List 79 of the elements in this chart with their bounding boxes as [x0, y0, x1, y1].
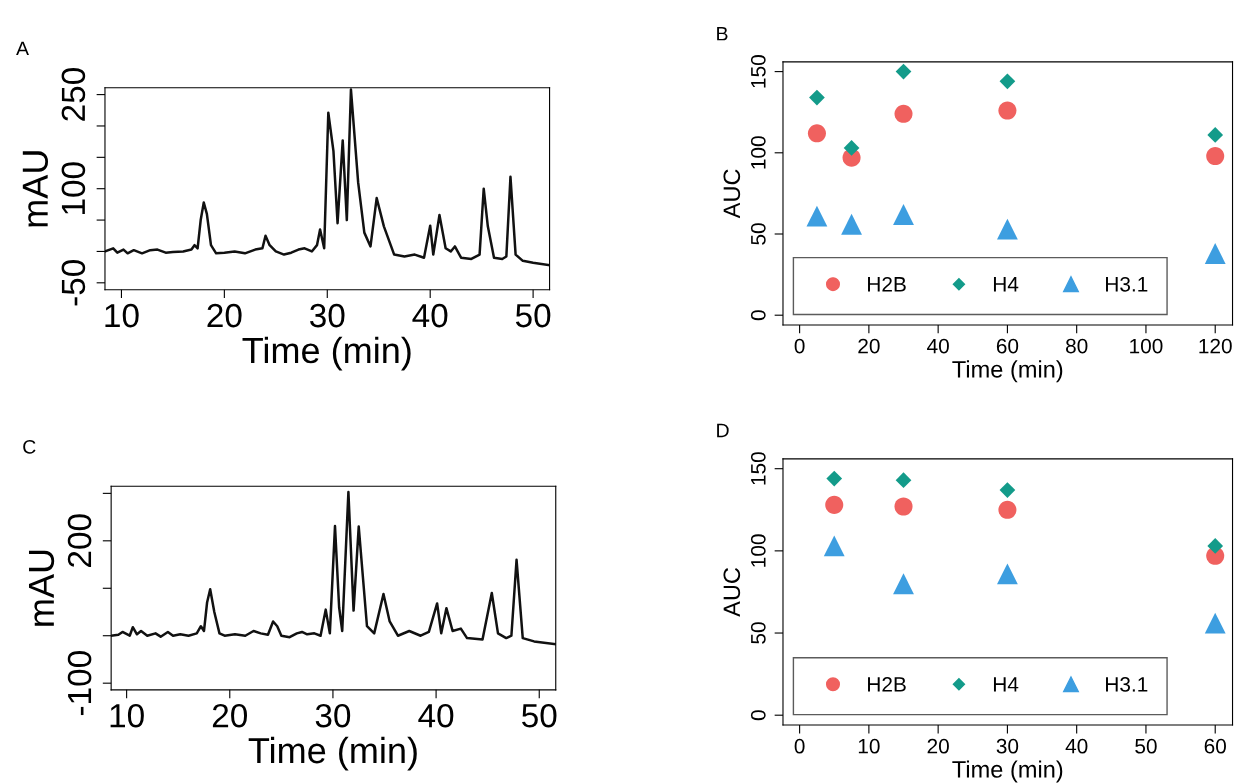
x-tick-label: 0: [794, 338, 805, 354]
x-tick-label: 40: [418, 703, 454, 728]
point: [999, 73, 1016, 90]
x-axis-title: Time (min): [952, 360, 1063, 383]
x-tick-label: 10: [110, 703, 144, 728]
y-tick-label: -100: [67, 651, 92, 716]
x-tick-label: 40: [1065, 738, 1088, 754]
point: [997, 563, 1018, 585]
x-tick-label: 40: [412, 303, 448, 328]
point: [893, 573, 914, 595]
y-tick-label: -50: [61, 260, 86, 306]
x-tick-label: 60: [996, 338, 1019, 354]
y-tick-label: 250: [61, 68, 86, 121]
legend-label: H3.1: [1106, 677, 1148, 692]
point: [999, 482, 1016, 498]
y-tick-label: 150: [750, 55, 766, 88]
x-tick-label: 10: [858, 738, 880, 754]
legend-label: H2B: [868, 677, 906, 692]
line-series: [111, 490, 556, 646]
point: [823, 535, 845, 557]
y-tick-label: 150: [750, 452, 766, 485]
point: [1206, 147, 1225, 166]
x-tick-label: 120: [1199, 338, 1232, 354]
y-tick-label: 100: [750, 534, 766, 567]
point: [806, 205, 828, 227]
point: [1204, 243, 1226, 264]
chart-title: D: [717, 423, 729, 438]
y-axis-title: AUC: [723, 567, 741, 617]
chart-title: A: [16, 41, 29, 56]
x-axis-title: Time (min): [952, 760, 1063, 783]
chart-title: C: [23, 439, 36, 454]
x-tick-label: 20: [212, 703, 248, 728]
x-tick-label: 60: [1204, 738, 1226, 754]
legend-label: H4: [993, 277, 1019, 292]
x-tick-label: 20: [858, 338, 880, 354]
point: [1207, 538, 1224, 554]
x-tick-label: 30: [996, 738, 1019, 754]
x-tick-label: 100: [1130, 338, 1163, 354]
x-tick-label: 0: [794, 738, 805, 754]
y-tick-label: 100: [750, 136, 766, 169]
point: [997, 218, 1018, 240]
x-tick-label: 30: [315, 703, 351, 728]
point: [826, 470, 843, 487]
x-tick-label: 30: [310, 303, 345, 328]
point: [843, 140, 860, 156]
x-axis-title: Time (min): [242, 336, 411, 371]
x-tick-label: 40: [927, 338, 949, 354]
point: [895, 472, 912, 489]
y-tick-label: 200: [67, 514, 92, 567]
legend-label: H4: [993, 677, 1019, 692]
point: [894, 104, 913, 123]
point: [998, 500, 1017, 519]
point: [825, 495, 844, 514]
y-axis-title: AUC: [723, 169, 741, 219]
point: [841, 213, 862, 235]
x-tick-label: 50: [515, 303, 551, 328]
legend-label: H3.1: [1106, 276, 1148, 292]
point: [894, 497, 913, 516]
point: [893, 204, 914, 225]
chart-title: B: [717, 26, 728, 41]
y-axis-title: mAU: [28, 550, 55, 626]
point: [895, 63, 912, 80]
y-tick-label: 50: [750, 622, 766, 644]
legend-label: H2B: [868, 276, 906, 292]
point: [998, 101, 1017, 120]
point: [809, 89, 825, 106]
y-tick-label: 100: [61, 162, 86, 214]
point: [1204, 612, 1226, 634]
x-tick-label: 50: [522, 703, 557, 728]
point: [807, 124, 826, 143]
x-axis-title: Time (min): [248, 736, 417, 771]
y-tick-label: 50: [750, 223, 766, 245]
x-tick-label: 20: [207, 303, 242, 328]
x-tick-label: 50: [1135, 738, 1157, 754]
x-tick-label: 10: [105, 303, 139, 328]
point: [1207, 127, 1224, 143]
y-axis-title: mAU: [22, 151, 49, 227]
x-tick-label: 80: [1066, 338, 1088, 354]
x-tick-label: 20: [927, 738, 949, 754]
